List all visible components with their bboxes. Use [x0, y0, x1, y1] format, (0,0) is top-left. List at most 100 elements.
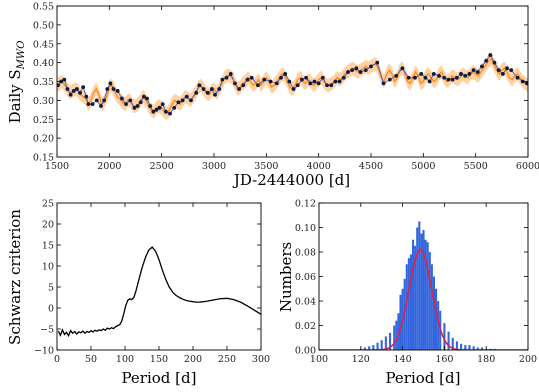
time-series-ticks: 1500 2000 2500 3000 3500 4000 4500 5000 5500 6000…: [33, 2, 539, 173]
histogram-bar: [430, 264, 433, 350]
observation-point: [520, 79, 525, 84]
observation-point: [459, 72, 463, 76]
schwarz-xtick-label: 200: [184, 354, 202, 365]
histogram-bar: [432, 276, 435, 350]
histogram-bar: [416, 227, 419, 350]
histogram-bar: [476, 347, 479, 350]
time-series-xtick-label: 6000: [516, 161, 539, 172]
observation-point: [168, 111, 172, 116]
histogram-bar: [480, 347, 484, 350]
observation-point: [446, 77, 451, 82]
observation-point: [90, 102, 95, 107]
observation-point: [74, 87, 79, 91]
schwarz-ticks: 0 50 100 150 200 250 300 −10 −5 0 5 10 15 20 25: [34, 199, 270, 366]
observation-point: [194, 90, 199, 95]
histogram-bar: [424, 239, 427, 350]
histogram-bar: [472, 346, 475, 350]
time-series-ytick-label: 0.35: [33, 77, 54, 88]
observation-point: [57, 83, 60, 88]
observation-point: [245, 77, 250, 82]
observation-point: [213, 92, 217, 97]
observation-point: [325, 83, 329, 88]
observation-point: [381, 81, 386, 86]
time-series-xtick-label: 3000: [202, 161, 226, 172]
schwarz-panel: 0 50 100 150 200 250 300 −10 −5 0 5 10 15 20 25 Period…: [6, 199, 270, 388]
histogram-ytick-label: 0.04: [295, 297, 316, 308]
time-series-xtick-label: 3500: [254, 161, 278, 172]
histogram-ticks: 100 120 140 160 180 200 0.00 0.02 0.04 0.06 0.08 0.…: [295, 199, 537, 366]
histogram-xtick-label: 200: [519, 354, 537, 365]
histogram-xtick-label: 140: [394, 354, 412, 365]
observation-point: [279, 75, 283, 80]
observation-point: [308, 81, 313, 86]
histogram-bar: [384, 336, 387, 350]
time-series-ytick-label: 0.55: [33, 2, 54, 13]
observation-point: [65, 87, 70, 91]
observation-point: [387, 77, 392, 82]
observation-point: [99, 104, 103, 108]
observation-point: [471, 68, 476, 73]
observation-point: [237, 87, 242, 91]
observation-point: [249, 75, 254, 80]
time-series-ytick-label: 0.15: [33, 153, 54, 164]
histogram-ytick-label: 0.08: [295, 248, 316, 259]
time-series-xtick-label: 4500: [359, 161, 383, 172]
schwarz-ytick-label: 5: [48, 283, 54, 294]
histogram-bar: [447, 331, 450, 350]
observation-point: [138, 100, 143, 105]
observation-point: [184, 94, 189, 99]
schwarz-ytick-label: 15: [42, 241, 54, 252]
histogram-bar: [363, 347, 367, 350]
observation-point: [488, 53, 493, 57]
observation-point: [268, 79, 273, 84]
model-uncertainty-band: [57, 52, 528, 121]
time-series-xlabel: JD-2444000 [d]: [232, 171, 350, 189]
schwarz-xtick-label: 100: [116, 354, 134, 365]
observation-point: [135, 104, 140, 108]
observation-point: [509, 68, 514, 73]
observation-point: [500, 72, 505, 76]
histogram-bar: [464, 345, 467, 350]
observation-line: [57, 54, 528, 115]
observation-point: [154, 107, 159, 112]
observation-point: [148, 104, 153, 108]
histogram-bar: [389, 332, 392, 350]
observation-point: [375, 60, 380, 65]
observation-point: [151, 109, 156, 114]
schwarz-ytick-label: −10: [34, 346, 54, 357]
observation-point: [419, 72, 424, 76]
time-series-xtick-label: 2500: [150, 161, 174, 172]
observation-point: [163, 109, 168, 114]
histogram-bar: [418, 221, 421, 350]
observation-point: [274, 81, 279, 86]
histogram-bar: [395, 320, 398, 350]
histogram-bar: [420, 233, 423, 350]
histogram-ytick-label: 0.10: [295, 223, 316, 234]
observation-point: [78, 90, 82, 95]
observation-point: [400, 66, 405, 71]
schwarz-ytick-label: −5: [40, 325, 54, 336]
observation-point: [189, 98, 193, 103]
observation-point: [224, 75, 229, 80]
observation-point: [423, 75, 428, 80]
observation-point: [180, 98, 185, 103]
observation-point: [228, 72, 233, 76]
observation-point: [256, 83, 260, 88]
histogram-xtick-label: 100: [310, 354, 328, 365]
observation-point: [132, 106, 137, 110]
schwarz-xtick-label: 250: [218, 354, 236, 365]
schwarz-xlabel: Period [d]: [122, 369, 197, 387]
observation-point: [329, 83, 334, 88]
observation-point: [358, 70, 363, 74]
histogram-bar: [368, 346, 371, 350]
observation-point: [111, 87, 116, 91]
schwarz-xtick-label: 300: [252, 354, 270, 365]
observation-point: [205, 90, 210, 95]
time-series-ytick-label: 0.40: [33, 58, 54, 69]
observation-point: [341, 75, 346, 80]
observation-point: [413, 75, 417, 80]
observation-point: [141, 94, 146, 99]
time-series-xtick-label: 1500: [45, 161, 69, 172]
observation-point: [316, 81, 321, 86]
